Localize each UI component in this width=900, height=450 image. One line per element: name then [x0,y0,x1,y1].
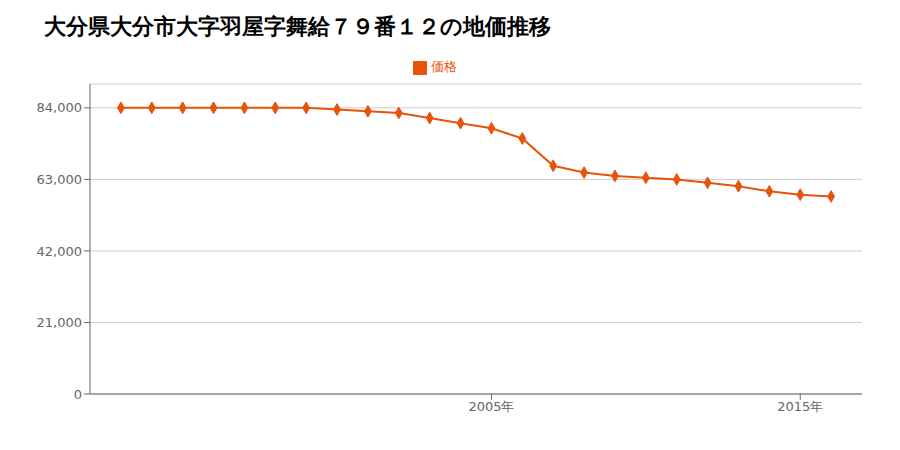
svg-text:84,000: 84,000 [37,100,83,115]
html-text:大分県大分市大字羽屋字舞給７９番１２の地価推移: 大分県大分市大字羽屋字舞給７９番１２の地価推移 [44,14,551,39]
svg-text:2005年: 2005年 [468,399,514,414]
svg-text:42,000: 42,000 [37,244,83,259]
svg-text:2015年: 2015年 [777,399,823,414]
svg-text:21,000: 21,000 [37,315,83,330]
svg-text:63,000: 63,000 [37,172,83,187]
svg-text:0: 0 [74,387,82,402]
html-text:価格: 価格 [431,59,457,74]
